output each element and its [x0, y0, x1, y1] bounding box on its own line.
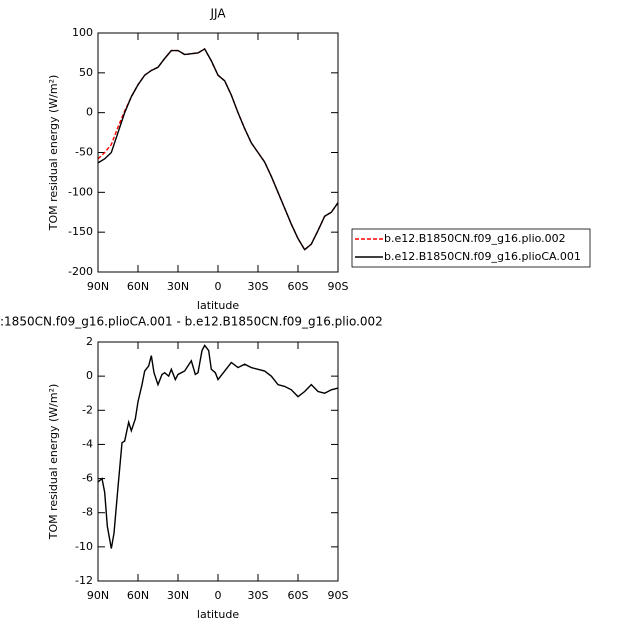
- x-tick-label: 0: [215, 280, 222, 293]
- x-tick-label: 90N: [87, 280, 109, 293]
- y-tick-label: -50: [75, 146, 93, 159]
- y-tick-label: -2: [82, 403, 93, 416]
- y-tick-label: -12: [75, 574, 93, 587]
- y-tick-label: 0: [86, 369, 93, 382]
- y-tick-label: 0: [86, 106, 93, 119]
- x-axis-label: latitude: [197, 608, 239, 621]
- x-tick-label: 60S: [288, 589, 309, 602]
- y-axis-label: TOM residual energy (W/m²): [47, 384, 60, 541]
- chart-title: JJA: [209, 7, 226, 21]
- y-tick-label: 2: [86, 335, 93, 348]
- legend-box: [351, 228, 591, 268]
- data-line: [97, 47, 339, 251]
- y-tick-label: -10: [75, 540, 93, 553]
- legend-label: b.e12.B1850CN.f09_g16.plioCA.001: [384, 250, 581, 263]
- x-tick-label: 60N: [127, 589, 149, 602]
- y-tick-label: -200: [68, 265, 93, 278]
- x-tick-label: 90S: [328, 280, 349, 293]
- data-line: [97, 344, 339, 549]
- y-tick-label: 50: [79, 66, 93, 79]
- x-tick-label: 60N: [127, 280, 149, 293]
- x-axis-label: latitude: [197, 299, 239, 312]
- plot-frame: [97, 341, 339, 582]
- y-axis-label: TOM residual energy (W/m²): [47, 75, 60, 232]
- x-tick-label: 30S: [248, 280, 269, 293]
- x-tick-label: 0: [215, 589, 222, 602]
- y-tick-label: -8: [82, 506, 93, 519]
- plot-frame: [97, 32, 339, 273]
- legend-label: b.e12.B1850CN.f09_g16.plio.002: [384, 232, 566, 245]
- x-tick-label: 90N: [87, 589, 109, 602]
- y-tick-label: -150: [68, 225, 93, 238]
- x-tick-label: 30S: [248, 589, 269, 602]
- chart-title: :1850CN.f09_g16.plioCA.001 - b.e12.B1850…: [0, 315, 383, 329]
- y-tick-label: -6: [82, 472, 93, 485]
- x-tick-label: 60S: [288, 280, 309, 293]
- x-tick-label: 90S: [328, 589, 349, 602]
- y-tick-label: -100: [68, 185, 93, 198]
- x-tick-label: 30N: [167, 589, 189, 602]
- x-tick-label: 30N: [167, 280, 189, 293]
- y-tick-label: -4: [82, 437, 93, 450]
- y-tick-label: 100: [72, 26, 93, 39]
- data-line: [97, 47, 339, 251]
